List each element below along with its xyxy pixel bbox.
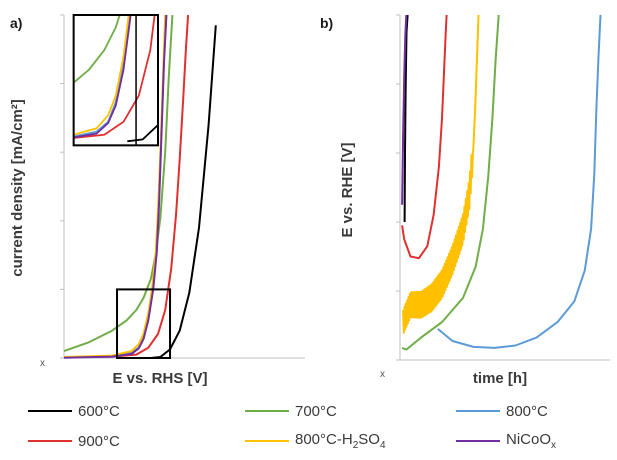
legend-item-700c: 700°C [245, 400, 337, 422]
legend-label-800c-h2so4-sub2: 4 [379, 440, 386, 451]
panel-b-series-800c-h2so4 [402, 14, 480, 334]
panel-b-x-tick-label: x [380, 369, 385, 380]
legend-swatch-800c-h2so4 [245, 440, 289, 442]
legend-label-nicoox-sub: x [551, 440, 557, 451]
panel-a-inset-series-900c [73, 15, 156, 139]
panel-b-series-700c [401, 14, 500, 351]
legend-swatch-700c [245, 410, 289, 412]
legend-swatch-800c [456, 410, 500, 412]
legend-swatch-600c [28, 410, 72, 412]
legend-item-nicoox: NiCoOx [456, 430, 556, 452]
legend-label-800c-h2so4-tail: SO [358, 431, 380, 448]
panel-b: b) E vs. RHE [V] time [h] x [320, 14, 610, 387]
panel-a-zoom-box [116, 288, 172, 359]
panel-b-label: b) [320, 15, 333, 31]
panel-a-series-nicoox [63, 14, 168, 359]
panel-b-series-600c [403, 14, 409, 223]
legend-label-800c-h2so4: 800°C-H2SO4 [295, 431, 386, 451]
panel-a-inset-series-800c-h2so4 [73, 15, 130, 136]
legend-item-800c-h2so4: 800°C-H2SO4 [245, 430, 386, 452]
panel-a-x-tick-label: x [40, 358, 45, 369]
panel-a-ylabel: current density [mA/cm²] [9, 99, 26, 277]
panel-b-series-900c [401, 14, 448, 260]
panel-a-inset-series-600c [127, 122, 158, 143]
panel-b-xlabel: time [h] [473, 370, 527, 387]
legend-label-800c: 800°C [506, 402, 548, 420]
legend-item-800c: 800°C [456, 400, 548, 422]
panel-a-inset-series-nicoox [73, 15, 132, 139]
panel-b-series-800c [437, 14, 602, 349]
panel-a-xlabel: E vs. RHS [V] [112, 370, 207, 387]
legend-label-700c: 700°C [295, 402, 337, 420]
legend-item-900c: 900°C [28, 430, 120, 452]
panel-b-plot-area [396, 14, 610, 361]
figure-canvas: a) current density [mA/cm²] E vs. RHS [V… [9, 14, 610, 387]
legend-swatch-900c [28, 440, 72, 442]
legend-label-900c: 900°C [78, 432, 120, 450]
panel-b-series-nicoox [401, 14, 408, 205]
legend: 600°C 700°C 800°C 900°C 800°C-H2SO4 NiCo… [0, 396, 617, 460]
panel-a-inset [72, 14, 159, 147]
panel-a-inset-background [73, 15, 158, 146]
legend-label-600c: 600°C [78, 402, 120, 420]
legend-label-nicoox: NiCoOx [506, 431, 556, 451]
legend-swatch-nicoox [456, 440, 500, 442]
panel-a: a) current density [mA/cm²] E vs. RHS [V… [9, 14, 305, 387]
panel-a-plot-area [60, 14, 305, 359]
legend-label-800c-h2so4-sub: 2 [352, 440, 359, 451]
panel-a-inset-frame [72, 14, 159, 147]
panel-b-ylabel: E vs. RHE [V] [339, 142, 356, 237]
panel-a-series-600c [150, 25, 217, 359]
panel-a-label: a) [10, 15, 22, 31]
panel-a-inset-curves [73, 15, 158, 143]
legend-label-nicoox-main: NiCoO [506, 431, 552, 448]
legend-item-600c: 600°C [28, 400, 120, 422]
legend-label-800c-h2so4-main: 800°C-H [295, 431, 353, 448]
